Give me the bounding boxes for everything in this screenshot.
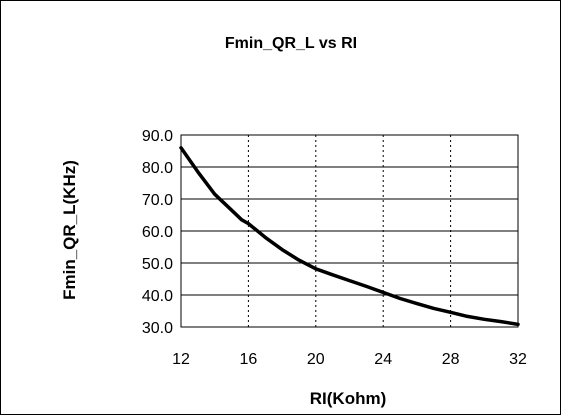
x-tick-label: 32: [509, 351, 527, 368]
x-axis-title: RI(Kohm): [310, 389, 386, 408]
y-tick-label: 30.0: [142, 320, 173, 337]
x-tick-label: 24: [374, 351, 392, 368]
plot-area-border: [180, 134, 519, 328]
x-tick-labels: 12 16 20 24 28 32: [172, 351, 527, 368]
x-tick-label: 12: [172, 351, 190, 368]
y-tick-label: 70.0: [142, 192, 173, 209]
y-tick-labels: 30.0 40.0 50.0 60.0 70.0 80.0 90.0: [142, 128, 173, 337]
y-tick-label: 60.0: [142, 224, 173, 241]
x-tick-label: 16: [240, 351, 258, 368]
grid-lines: [180, 134, 519, 328]
y-tick-label: 50.0: [142, 256, 173, 273]
y-tick-label: 40.0: [142, 288, 173, 305]
x-tick-label: 20: [307, 351, 325, 368]
chart-title: Fmin_QR_L vs RI: [225, 35, 357, 52]
y-tick-label: 80.0: [142, 160, 173, 177]
y-tick-label: 90.0: [142, 128, 173, 145]
x-tick-label: 28: [442, 351, 460, 368]
y-axis-title: Fmin_QR_L(KHz): [60, 160, 79, 300]
series-line: [179, 146, 520, 327]
series-group: [179, 146, 520, 327]
